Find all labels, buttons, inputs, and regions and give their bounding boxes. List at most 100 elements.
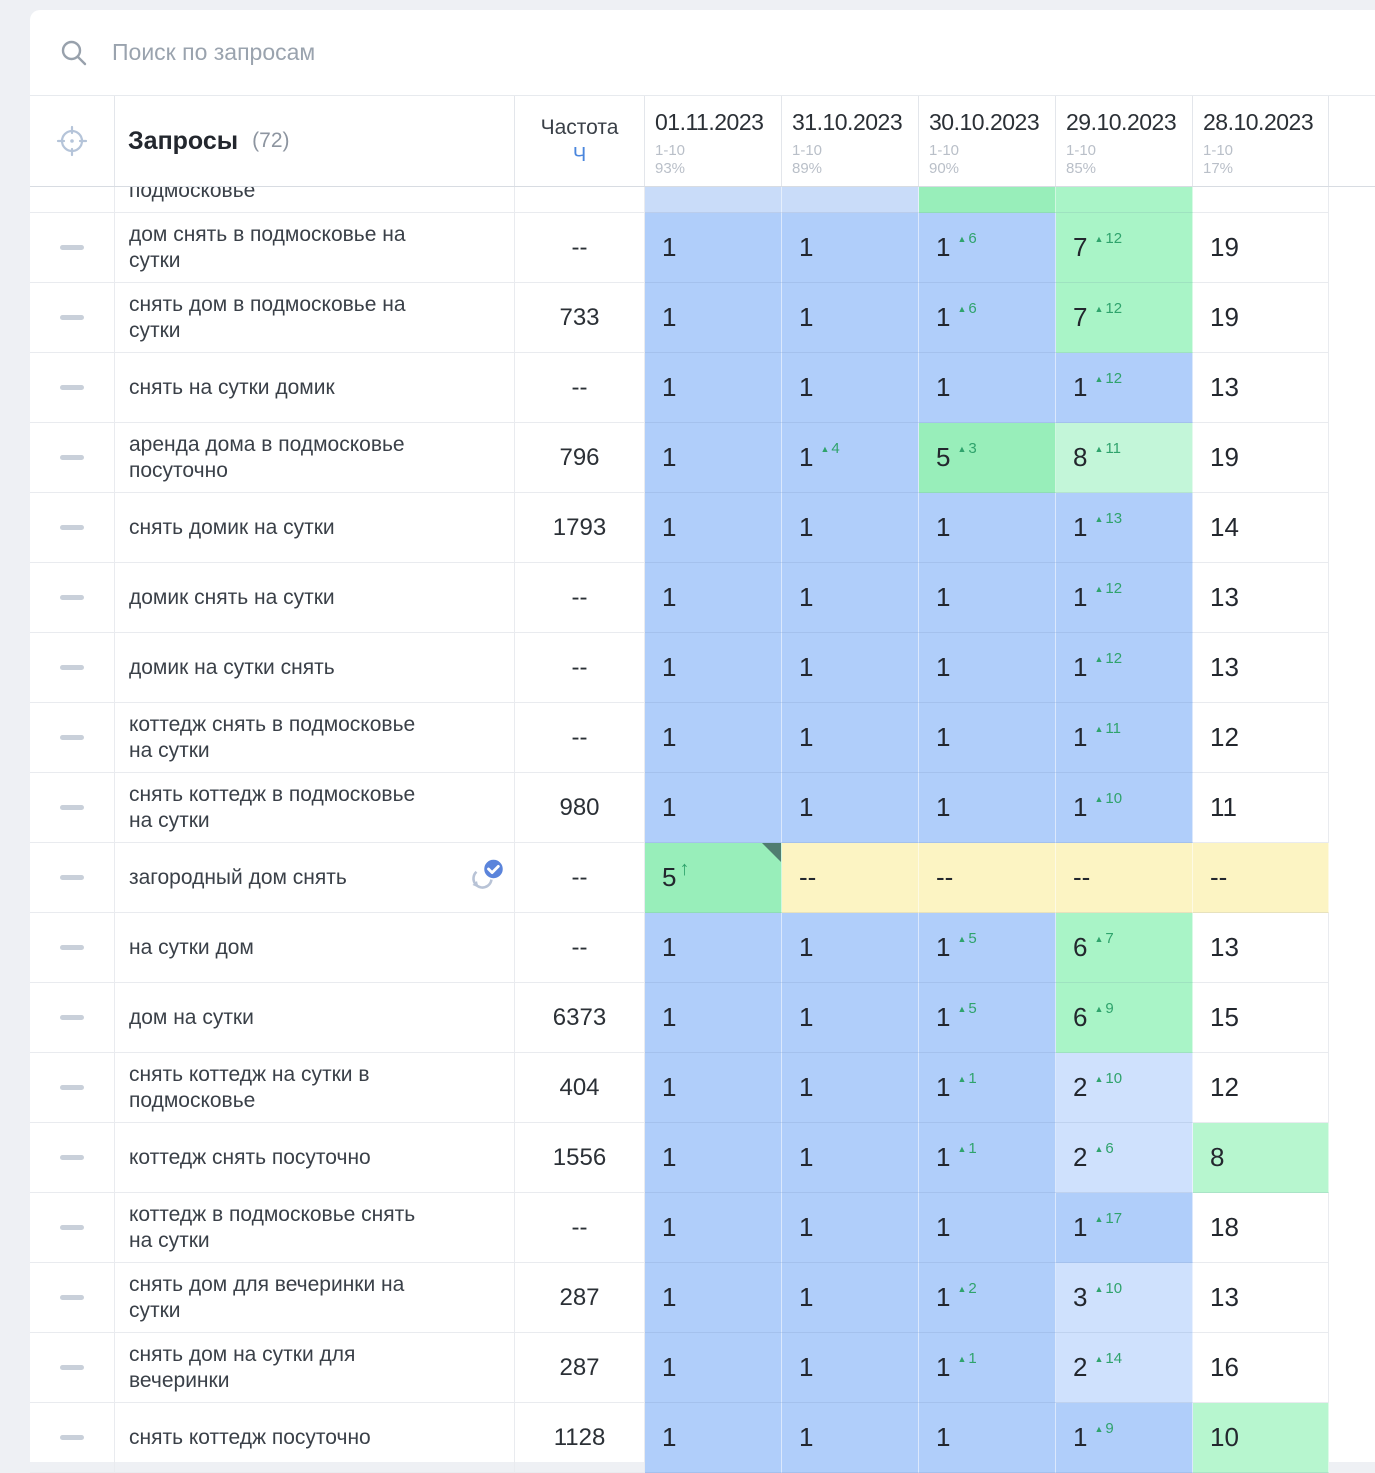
drag-handle-icon[interactable]: [60, 945, 84, 950]
position-cell[interactable]: 5 ▲ 3: [919, 423, 1056, 493]
position-cell[interactable]: 1: [782, 283, 919, 353]
frequency-link[interactable]: Ч: [572, 143, 587, 166]
position-cell[interactable]: 19: [1193, 283, 1329, 353]
position-cell[interactable]: 1: [782, 703, 919, 773]
position-cell[interactable]: 1: [919, 1403, 1056, 1473]
position-cell[interactable]: 1: [645, 493, 782, 563]
drag-handle-icon[interactable]: [60, 875, 84, 880]
position-cell[interactable]: 1: [645, 1263, 782, 1333]
position-cell[interactable]: 1 ▲ 1: [919, 1333, 1056, 1403]
drag-handle-icon[interactable]: [60, 455, 84, 460]
position-cell[interactable]: 1: [919, 633, 1056, 703]
refresh-check-icon[interactable]: [468, 857, 506, 898]
position-cell[interactable]: 1: [919, 703, 1056, 773]
position-cell[interactable]: 1: [782, 563, 919, 633]
position-cell[interactable]: 1 ▲ 6: [919, 213, 1056, 283]
keyword-cell[interactable]: домик на сутки снять: [115, 633, 515, 703]
keyword-cell[interactable]: снять домик на сутки: [115, 493, 515, 563]
position-cell[interactable]: 18: [1193, 1193, 1329, 1263]
drag-handle-icon[interactable]: [60, 595, 84, 600]
position-cell[interactable]: 2 ▲ 10: [1056, 1053, 1193, 1123]
position-cell[interactable]: [919, 187, 1056, 213]
keyword-cell[interactable]: домик снять на сутки: [115, 563, 515, 633]
position-cell[interactable]: 1 ▲ 12: [1056, 633, 1193, 703]
drag-handle-icon[interactable]: [60, 1155, 84, 1160]
position-cell[interactable]: 13: [1193, 913, 1329, 983]
position-cell[interactable]: 1: [782, 353, 919, 423]
keyword-cell[interactable]: коттедж снять в подмосковье на сутки: [115, 703, 515, 773]
position-cell[interactable]: --: [1193, 843, 1329, 913]
position-cell[interactable]: 1: [645, 983, 782, 1053]
position-cell[interactable]: 19: [1193, 423, 1329, 493]
position-cell[interactable]: 1: [919, 353, 1056, 423]
keyword-cell[interactable]: дом снять в подмосковье на сутки: [115, 213, 515, 283]
position-cell[interactable]: 1: [782, 1333, 919, 1403]
drag-handle-icon[interactable]: [60, 1435, 84, 1440]
drag-handle-icon[interactable]: [60, 805, 84, 810]
position-cell[interactable]: 1 ▲ 1: [919, 1053, 1056, 1123]
position-cell[interactable]: 1: [645, 1053, 782, 1123]
position-cell[interactable]: [1193, 187, 1329, 213]
position-cell[interactable]: 1: [645, 1123, 782, 1193]
position-cell[interactable]: 2 ▲ 6: [1056, 1123, 1193, 1193]
position-cell[interactable]: 1: [645, 283, 782, 353]
position-cell[interactable]: [782, 187, 919, 213]
position-cell[interactable]: 11: [1193, 773, 1329, 843]
position-cell[interactable]: 12: [1193, 1053, 1329, 1123]
position-cell[interactable]: 1 ▲ 2: [919, 1263, 1056, 1333]
drag-handle-icon[interactable]: [60, 735, 84, 740]
keyword-cell[interactable]: снять коттедж в подмосковье на сутки: [115, 773, 515, 843]
position-cell[interactable]: 1: [645, 633, 782, 703]
position-cell[interactable]: 1 ▲ 6: [919, 283, 1056, 353]
position-cell[interactable]: 1: [645, 423, 782, 493]
position-cell[interactable]: 6 ▲ 7: [1056, 913, 1193, 983]
position-cell[interactable]: 8 ▲ 11: [1056, 423, 1193, 493]
drag-handle-icon[interactable]: [60, 1365, 84, 1370]
position-cell[interactable]: 1 ▲ 17: [1056, 1193, 1193, 1263]
position-cell[interactable]: 10: [1193, 1403, 1329, 1473]
keyword-cell[interactable]: снять коттедж посуточно: [115, 1403, 515, 1473]
position-cell[interactable]: 1: [919, 1193, 1056, 1263]
date-column-header[interactable]: 30.10.2023 1-10 90%: [919, 96, 1056, 186]
keyword-cell[interactable]: снять дом в подмосковье на сутки: [115, 283, 515, 353]
keyword-cell[interactable]: дом на сутки: [115, 983, 515, 1053]
position-cell[interactable]: 1: [782, 773, 919, 843]
position-cell[interactable]: 1: [645, 1403, 782, 1473]
position-cell[interactable]: 1 ▲ 4: [782, 423, 919, 493]
position-cell[interactable]: 1: [919, 563, 1056, 633]
keyword-cell[interactable]: загородный дом снять: [115, 843, 515, 913]
position-cell[interactable]: --: [919, 843, 1056, 913]
position-cell[interactable]: 13: [1193, 353, 1329, 423]
target-column-header[interactable]: [30, 96, 115, 186]
position-cell[interactable]: 1: [645, 353, 782, 423]
frequency-column-header[interactable]: Частота Ч: [515, 96, 645, 186]
position-cell[interactable]: 1: [645, 563, 782, 633]
position-cell[interactable]: 1: [782, 1193, 919, 1263]
position-cell[interactable]: 1 ▲ 12: [1056, 353, 1193, 423]
drag-handle-icon[interactable]: [60, 1295, 84, 1300]
search-input[interactable]: [110, 21, 1375, 84]
position-cell[interactable]: 1: [645, 1193, 782, 1263]
queries-column-header[interactable]: Запросы (72): [115, 96, 515, 186]
position-cell[interactable]: 15: [1193, 983, 1329, 1053]
position-cell[interactable]: 1: [782, 1403, 919, 1473]
position-cell[interactable]: 13: [1193, 633, 1329, 703]
position-cell[interactable]: 1 ▲ 1: [919, 1123, 1056, 1193]
position-cell[interactable]: 7 ▲ 12: [1056, 213, 1193, 283]
date-column-header[interactable]: 29.10.2023 1-10 85%: [1056, 96, 1193, 186]
position-cell[interactable]: 1: [645, 773, 782, 843]
position-cell[interactable]: 1 ▲ 5: [919, 983, 1056, 1053]
position-cell[interactable]: 3 ▲ 10: [1056, 1263, 1193, 1333]
position-cell[interactable]: 1: [645, 913, 782, 983]
position-cell[interactable]: [1056, 187, 1193, 213]
keyword-cell[interactable]: снять коттедж на сутки в подмосковье: [115, 1053, 515, 1123]
position-cell[interactable]: 19: [1193, 213, 1329, 283]
drag-handle-icon[interactable]: [60, 245, 84, 250]
keyword-cell[interactable]: подмосковье: [115, 187, 515, 213]
position-cell[interactable]: 1: [782, 1263, 919, 1333]
position-cell[interactable]: 1: [782, 213, 919, 283]
position-cell[interactable]: 13: [1193, 1263, 1329, 1333]
drag-handle-icon[interactable]: [60, 1085, 84, 1090]
position-cell[interactable]: 1 ▲ 10: [1056, 773, 1193, 843]
keyword-cell[interactable]: на сутки дом: [115, 913, 515, 983]
